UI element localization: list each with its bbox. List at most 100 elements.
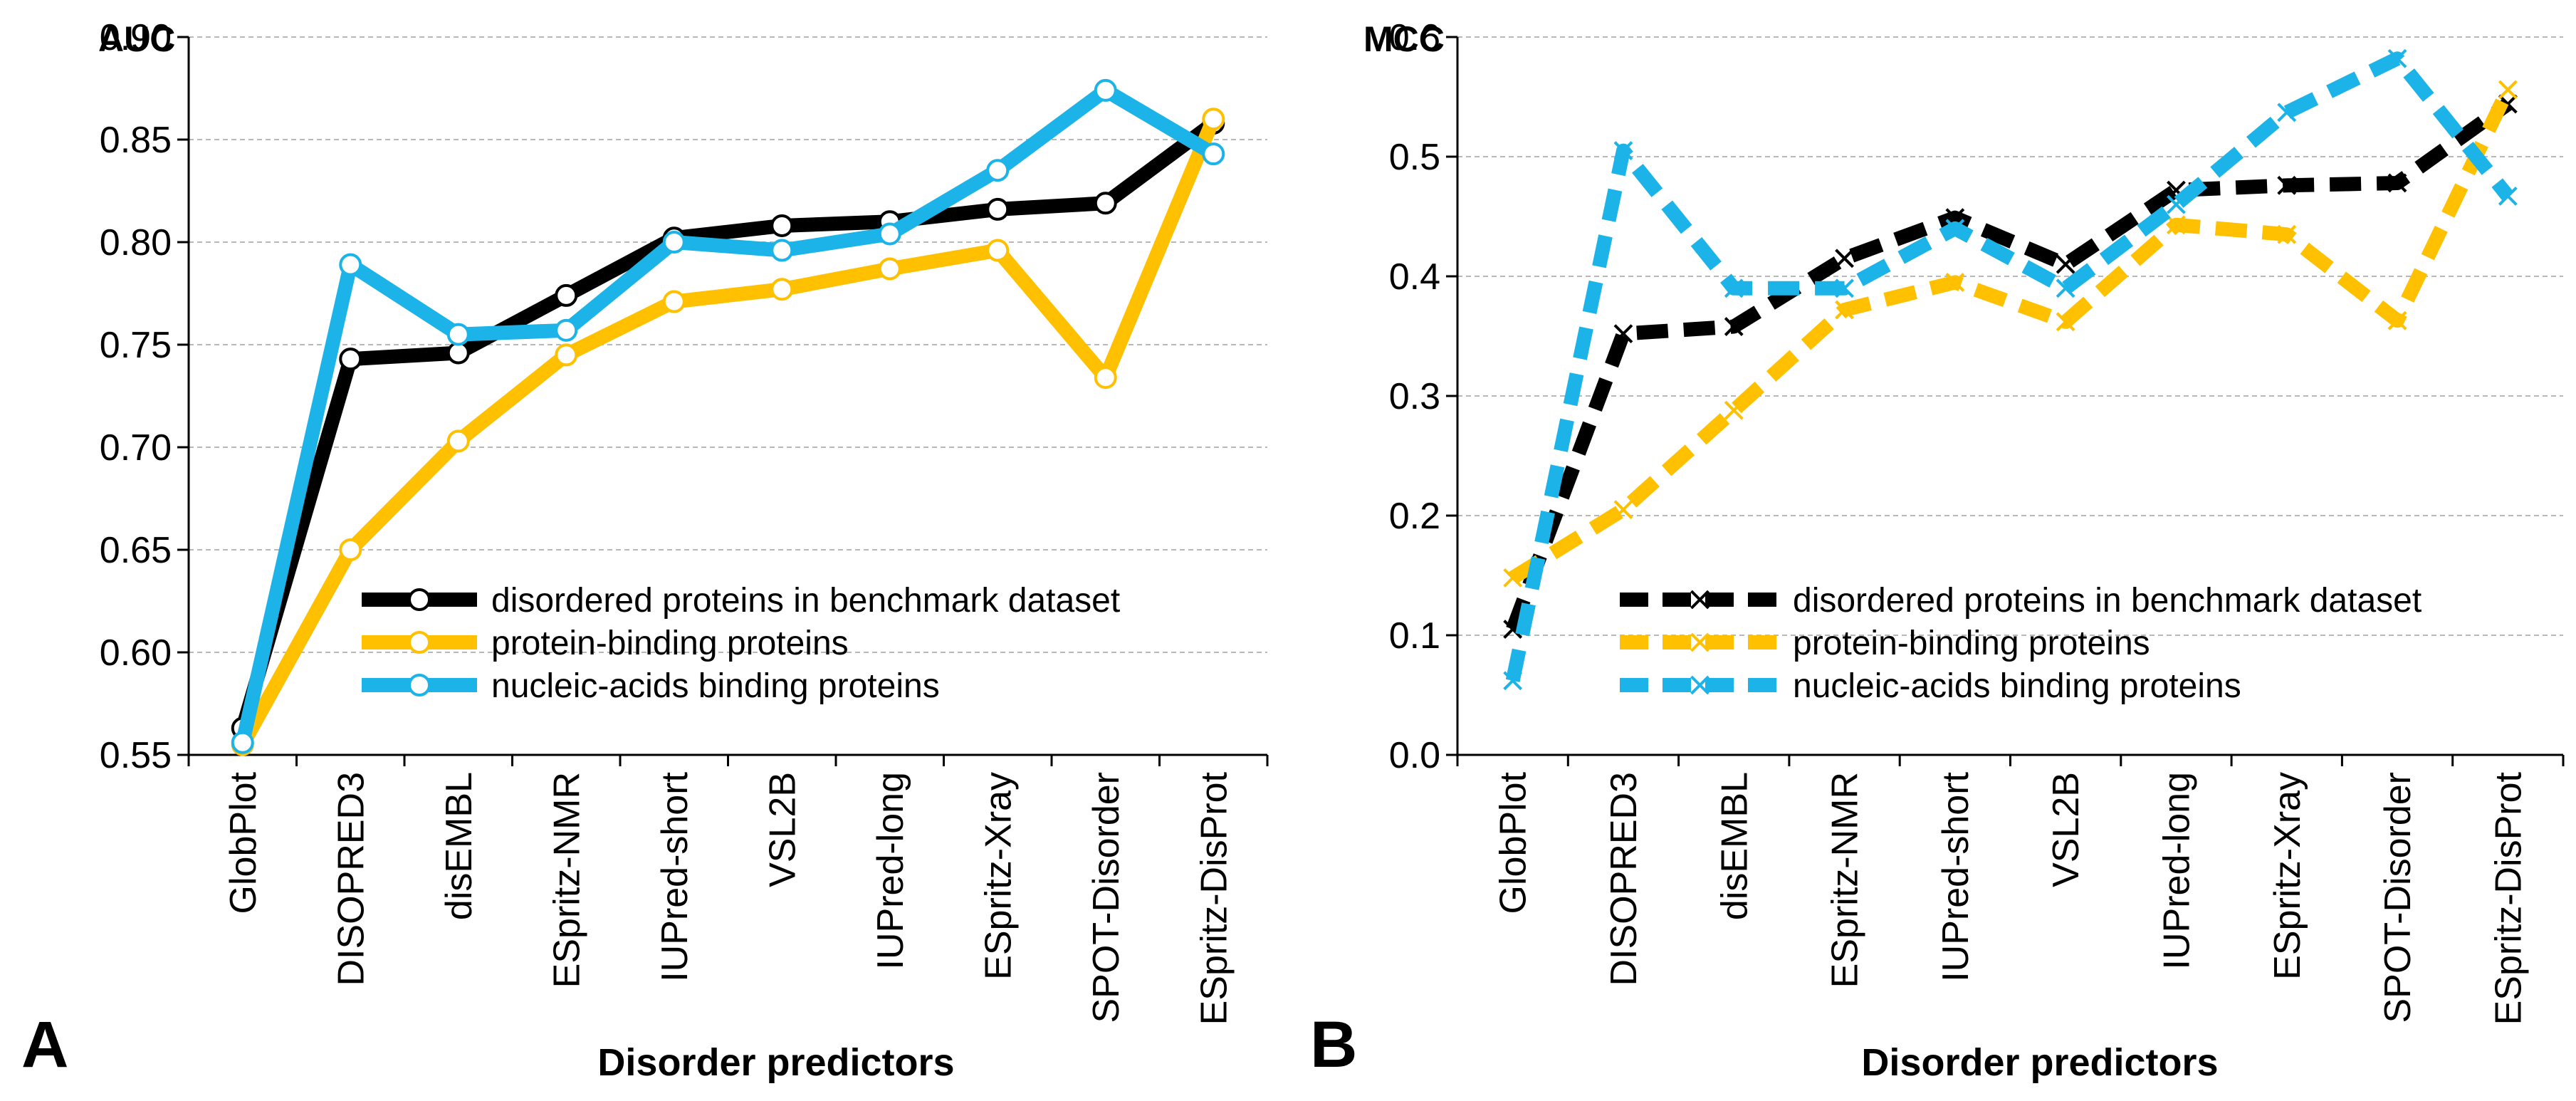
x-tick-label: VSL2B — [762, 772, 803, 887]
data-point-marker — [446, 323, 470, 346]
data-point-marker — [1613, 141, 1633, 161]
data-point-marker — [339, 253, 362, 276]
x-tick-label: SPOT-Disorder — [2377, 772, 2419, 1023]
data-point-marker — [2056, 312, 2075, 332]
x-tick-label: disEMBL — [1714, 772, 1755, 920]
legend-swatch-marker — [408, 631, 431, 654]
data-point-marker — [1613, 324, 1633, 344]
y-axis-label: MCC — [1363, 19, 1445, 59]
series-line — [236, 116, 1220, 748]
data-point-marker — [662, 231, 686, 254]
data-point-marker — [555, 283, 578, 307]
y-tick-label: 0.75 — [100, 325, 172, 366]
data-point-marker — [1503, 568, 1523, 588]
x-tick-label: IUPred-short — [1935, 771, 1976, 981]
data-point-marker — [2387, 48, 2407, 68]
y-tick-label: 0.6 — [1389, 17, 1440, 58]
panel-a-auc-chart: 0.55 0.60 0.65 0.70 0.75 0.80 0.85 0.90 GlobPlot… — [21, 17, 1269, 1084]
data-point-marker — [2498, 80, 2518, 100]
y-tick-label: 0.90 — [100, 17, 172, 58]
data-point-marker — [2387, 173, 2407, 193]
series-line — [235, 83, 1218, 744]
data-point-marker — [2277, 103, 2297, 122]
x-tick-label: GlobPlot — [1493, 771, 1534, 914]
data-point-marker — [1613, 500, 1633, 520]
data-point-marker — [770, 278, 794, 301]
x-tick-label: IUPred-long — [2156, 772, 2197, 969]
data-point-marker — [2056, 254, 2075, 274]
data-point-marker — [1094, 366, 1117, 390]
legend-swatch-marker — [1690, 632, 1710, 652]
data-point-marker — [2167, 194, 2186, 214]
x-tick-label: ESpritz-Xray — [978, 772, 1019, 980]
data-point-marker — [1724, 317, 1744, 336]
data-point-marker — [231, 731, 254, 754]
data-point-marker — [770, 214, 794, 237]
x-tick-label: DISOPRED3 — [1603, 772, 1645, 986]
x-axis-title: Disorder predictors — [1861, 1041, 2218, 1084]
data-point-marker — [2056, 278, 2075, 298]
x-tick-label: IUPred-short — [654, 771, 696, 981]
data-point-marker — [1202, 142, 1225, 166]
data-point-marker — [1094, 192, 1117, 215]
y-tick-label: 0.65 — [100, 530, 172, 571]
legend-entry-label: nucleic-acids binding proteins — [491, 667, 940, 705]
legend-swatch-marker — [408, 674, 431, 696]
x-tick-label: ESpritz-NMR — [546, 772, 587, 988]
data-point-marker — [555, 318, 578, 342]
series-line — [1505, 51, 2514, 682]
y-axis-label: AUC — [98, 19, 175, 59]
x-tick-label: ESpritz-NMR — [1825, 772, 1866, 988]
series-line — [1509, 86, 2515, 584]
data-point-marker — [1835, 278, 1854, 298]
data-point-marker — [339, 538, 362, 561]
panel-label: A — [21, 1008, 68, 1081]
data-point-marker — [1945, 272, 1965, 292]
x-tick-label: GlobPlot — [223, 771, 264, 914]
legend-swatch-marker — [1690, 675, 1710, 695]
data-point-marker — [2277, 175, 2297, 195]
y-tick-label: 0.5 — [1389, 137, 1440, 178]
data-point-marker — [662, 290, 686, 313]
y-tick-label: 0.0 — [1389, 735, 1440, 776]
data-point-marker — [555, 343, 578, 367]
panel-b-mcc-chart: 0.0 0.1 0.2 0.3 0.4 0.5 0.6 GlobPlot DISOPRED3 di… — [1310, 17, 2565, 1084]
y-tick-label: 0.85 — [100, 120, 172, 161]
x-tick-label: disEMBL — [439, 772, 480, 920]
data-point-marker — [446, 341, 470, 365]
legend-entry-label: protein-binding proteins — [1793, 625, 2150, 662]
data-point-marker — [2498, 187, 2518, 206]
x-tick-label: SPOT-Disorder — [1086, 772, 1127, 1023]
y-tick-label: 0.80 — [100, 222, 172, 263]
x-axis-title: Disorder predictors — [597, 1041, 954, 1084]
series-line — [1506, 98, 2513, 632]
data-point-marker — [446, 429, 470, 453]
data-point-marker — [986, 197, 1010, 221]
data-point-marker — [986, 239, 1010, 262]
y-tick-label: 0.60 — [100, 632, 172, 674]
data-point-marker — [1835, 249, 1854, 268]
y-tick-label: 0.70 — [100, 427, 172, 469]
panel-label: B — [1310, 1008, 1357, 1081]
data-point-marker — [1202, 108, 1225, 131]
data-point-marker — [878, 222, 901, 246]
series-line — [236, 117, 1218, 731]
y-tick-label: 0.3 — [1389, 376, 1440, 417]
data-point-marker — [1094, 78, 1117, 102]
data-point-marker — [2277, 224, 2297, 244]
x-tick-label: DISOPRED3 — [330, 772, 372, 986]
x-tick-label: ESpritz-DisProt — [2488, 771, 2529, 1025]
data-point-marker — [1503, 671, 1523, 691]
legend-entry-label: nucleic-acids binding proteins — [1793, 667, 2241, 705]
data-point-marker — [2387, 311, 2407, 330]
data-point-marker — [1835, 300, 1854, 320]
legend-swatch-marker — [408, 588, 431, 611]
y-tick-label: 0.2 — [1389, 496, 1440, 537]
data-point-marker — [1724, 400, 1744, 420]
y-tick-label: 0.55 — [100, 735, 172, 776]
y-tick-label: 0.1 — [1389, 615, 1440, 657]
data-point-marker — [2167, 215, 2186, 235]
data-point-marker — [770, 239, 794, 262]
data-point-marker — [878, 257, 901, 281]
